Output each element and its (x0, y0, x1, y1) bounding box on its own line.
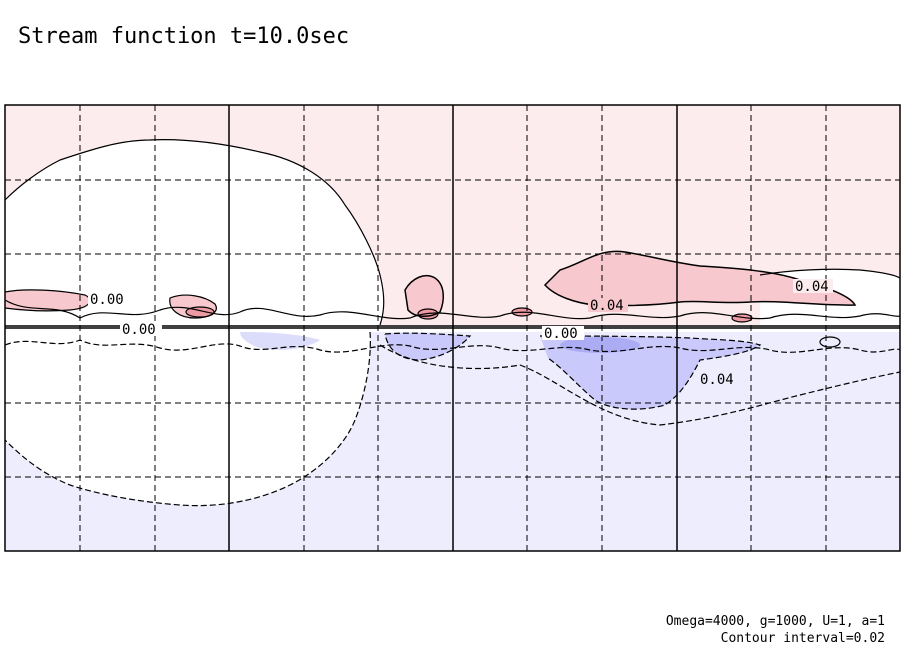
contour-zero-south-left (4, 331, 371, 507)
label-bg (542, 326, 584, 340)
contour-wiggle-north (4, 299, 901, 320)
contour-core-3 (511, 307, 533, 317)
label-bg (88, 292, 130, 306)
contour-zero-north-right (759, 268, 901, 279)
grid (5, 105, 900, 551)
contour-label: 0.00 (544, 326, 578, 342)
white-region-north (5, 139, 384, 325)
footer-contour-interval: Contour interval=0.02 (720, 631, 885, 646)
label-bg (588, 298, 628, 312)
contour-core-2 (417, 308, 439, 320)
positive-patch-far-left (5, 289, 90, 311)
contour-core-5 (819, 336, 841, 348)
white-region-south (5, 332, 371, 506)
contour-negative-outer (379, 344, 901, 426)
contour-wiggle-south (4, 339, 901, 353)
positive-patch-center (405, 275, 444, 317)
contour-label: 0.00 (122, 322, 156, 338)
plot-frame (4, 104, 901, 552)
footer-params: Omega=4000, g=1000, U=1, a=1 (665, 614, 885, 629)
chart-title: Stream function t=10.0sec (18, 24, 350, 49)
contour-label: 0.04 (795, 279, 829, 295)
negative-patch-center (385, 333, 470, 360)
contour-label: 0.00 (90, 292, 124, 308)
label-bg (793, 279, 833, 293)
label-bg (698, 372, 740, 386)
contour-labels: 0.00 0.00 0.04 0.04 0.04 0.00 (88, 279, 833, 388)
contour-zero-north-left (4, 139, 385, 326)
negative-patch-small-left (240, 332, 320, 350)
label-bg (120, 322, 162, 336)
contour-core-1 (185, 306, 215, 318)
negative-patch-large (540, 336, 760, 410)
contour-label: 0.04 (700, 372, 734, 388)
contour-label: 0.04 (590, 298, 624, 314)
negative-core (560, 337, 640, 353)
positive-patch-right (545, 251, 855, 306)
